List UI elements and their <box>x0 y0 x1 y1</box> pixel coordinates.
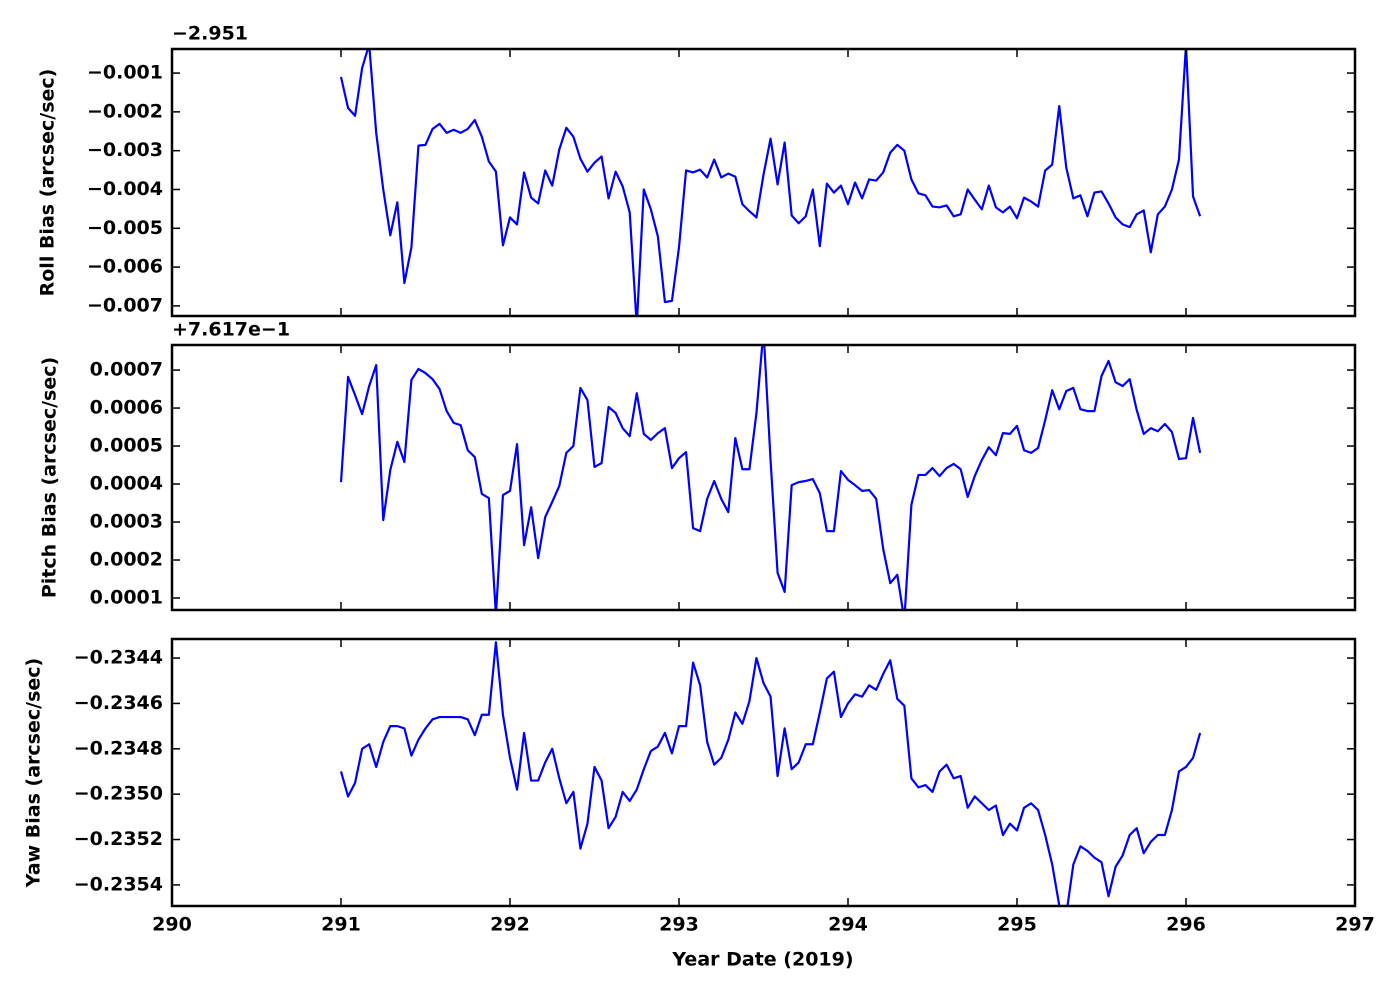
y-tick-label: 0.0006 <box>90 397 163 419</box>
y-tick-label: 0.0004 <box>90 473 163 495</box>
axes-frame <box>170 47 1357 318</box>
y-tick-label: −0.004 <box>87 178 163 200</box>
x-axis-label: Year Date (2019) <box>671 949 853 971</box>
axes-frame <box>170 343 1357 612</box>
offset-label: +7.617e−1 <box>172 319 290 341</box>
x-tick-label: 291 <box>321 914 361 936</box>
x-tick-label: 292 <box>490 914 530 936</box>
data-line <box>339 345 1202 610</box>
y-tick-label: 0.0007 <box>90 359 163 381</box>
y-tick-label: −0.2348 <box>74 737 163 759</box>
y-tick-label: −0.2350 <box>74 783 163 805</box>
y-tick-label: −0.002 <box>87 100 163 122</box>
y-axis-label: Pitch Bias (arcsec/sec) <box>39 357 61 598</box>
y-tick-label: −0.007 <box>87 294 163 316</box>
y-tick-label: −0.005 <box>87 217 163 239</box>
y-axis-label: Roll Bias (arcsec/sec) <box>37 69 59 297</box>
y-tick-label: 0.0003 <box>90 511 163 533</box>
y-tick-label: −0.2352 <box>74 828 163 850</box>
y-tick-label: −0.006 <box>87 256 163 278</box>
y-tick-label: 0.0005 <box>90 435 163 457</box>
y-tick-label: −0.2346 <box>74 692 163 714</box>
x-tick-label: 296 <box>1166 914 1206 936</box>
y-tick-label: 0.0001 <box>90 586 163 608</box>
axes-frame <box>170 637 1357 908</box>
y-tick-label: −0.2344 <box>74 647 163 669</box>
data-line <box>339 49 1202 316</box>
offset-label: −2.951 <box>172 23 248 45</box>
x-tick-label: 294 <box>828 914 868 936</box>
data-line <box>339 641 1202 906</box>
y-tick-label: −0.001 <box>87 62 163 84</box>
y-tick-label: −0.003 <box>87 139 163 161</box>
x-tick-label: 295 <box>997 914 1037 936</box>
x-tick-label: 297 <box>1335 914 1375 936</box>
x-tick-label: 290 <box>152 914 192 936</box>
y-axis-label: Yaw Bias (arcsec/sec) <box>23 658 45 888</box>
y-tick-label: 0.0002 <box>90 549 163 571</box>
x-tick-label: 293 <box>659 914 699 936</box>
y-tick-label: −0.2354 <box>74 873 163 895</box>
